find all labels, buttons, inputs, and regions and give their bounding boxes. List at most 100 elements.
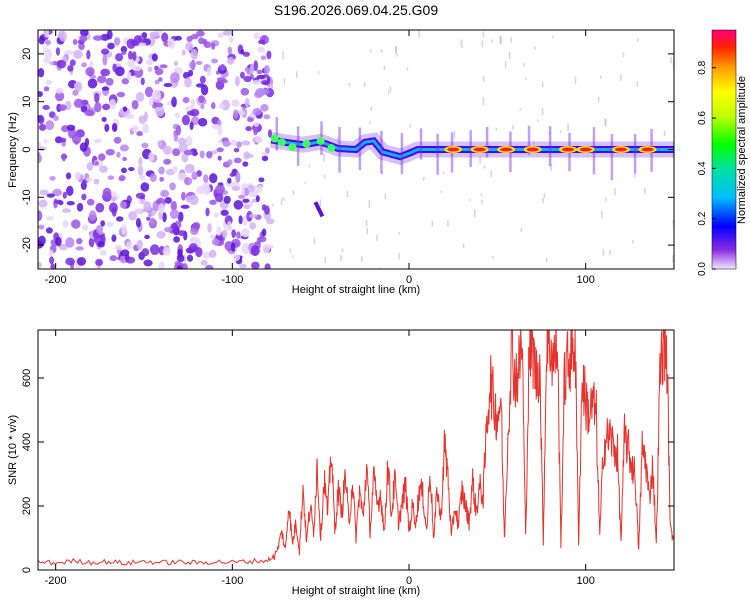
spectrogram-speckle [597,96,600,102]
spectrogram-blob-green [277,138,286,147]
spectrogram-noise-blob [268,83,274,90]
spectrogram-noise-blob [229,172,235,177]
spectrogram-noise-blob [254,135,262,143]
spectrogram-noise-blob [43,86,50,92]
spectrogram-noise-blob [184,77,192,88]
spectrogram-noise-blob [114,245,123,250]
spectrogram-noise-blob [211,42,216,50]
spectrogram-y-tick-label: -10 [21,189,33,205]
spectrogram-noise-blob [114,66,125,77]
spectrogram-noise-blob [249,222,257,230]
spectrogram-noise-blob [38,210,43,222]
spectrogram-streak [548,126,552,167]
spectrogram-noise-blob [88,210,97,221]
spectrogram-noise-blob [211,124,221,130]
spectrogram-speckle [368,200,371,208]
spectrogram-noise-blob [135,208,142,214]
spectrogram-noise-blob [170,222,178,234]
snr-y-label: SNR (10 * v/v) [7,415,19,485]
spectrogram-noise-blob [80,181,87,191]
spectrogram-peak [579,147,592,152]
spectrogram-noise-blob [222,30,233,36]
spectrogram-noise-blob [55,236,62,247]
spectrogram-noise-blob [239,263,248,269]
spectrogram-noise-blob [249,63,255,74]
snr-y-tick-label: 0 [21,567,33,573]
spectrogram-noise-blob [142,123,150,134]
colorbar-tick-label: 0.8 [697,60,708,74]
spectrogram-speckle [672,220,674,224]
spectrogram-noise-blob [158,203,165,214]
spectrogram-noise-blob [108,98,117,110]
spectrogram-noise-blob [67,65,74,72]
spectrogram-noise-blob [261,228,267,237]
spectrogram-noise-blob [198,95,205,104]
spectrogram-noise-blob [199,75,206,84]
spectrogram-noise-blob [181,114,190,126]
spectrogram-noise-blob [65,257,75,266]
spectrogram-noise-blob [113,136,122,144]
spectrogram-noise-blob [101,86,110,91]
spectrogram-streak [436,133,439,175]
spectrogram-noise-blob [116,151,121,158]
spectrogram-streak [275,117,278,151]
spectrogram-noise-blob [181,152,189,163]
spectrogram-noise-blob [180,204,190,209]
spectrogram-speckle [541,82,544,87]
spectrogram-peak [447,147,460,152]
spectrogram-noise-blob [217,32,224,39]
spectrogram-noise-blob [138,42,147,47]
spectrogram-noise-blob [38,153,42,164]
spectrogram-noise-blob [58,243,68,251]
colorbar-tick-label: 0.0 [697,262,708,276]
spectrogram-noise-blob [266,218,275,225]
spectrogram-noise-blob [253,121,259,127]
spectrogram-speckle [304,181,307,185]
spectrogram-noise-blob [200,104,205,110]
spectrogram-noise-blob [158,261,165,269]
spectrogram-noise-blob [80,105,88,113]
spectrogram-noise-blob [38,224,45,230]
spectrogram-speckle [340,254,342,262]
spectrogram-noise-blob [162,145,172,155]
spectrogram-noise-blob [149,217,155,226]
spectrogram-noise-blob [176,254,185,263]
spectrogram-speckle [543,192,546,199]
spectrogram-noise-blob [181,191,186,201]
spectrogram-noise-blob [227,159,233,166]
spectrogram-peak [526,147,539,152]
spectrogram-noise-blob [149,244,160,256]
spectrogram-noise-blob [211,238,220,246]
spectrogram-noise-blob [48,249,54,257]
spectrogram-noise-blob [132,51,137,62]
spectrogram-noise-blob [191,171,198,181]
spectrogram-speckle [672,255,674,264]
spectrogram-noise-blob [251,198,257,203]
spectrogram-speckle [447,220,449,227]
spectrogram-noise-blob [45,79,53,85]
spectrogram-noise-blob [54,90,65,102]
spectrogram-noise-blob [76,202,84,212]
spectrogram-streak [633,133,637,174]
spectrogram-speckle [283,78,286,85]
spectrogram-noise-blob [233,157,242,164]
spectrogram-speckle [296,71,298,78]
spectrogram-noise-blob [111,234,117,242]
spectrogram-speckle [567,123,569,131]
spectrogram-speckle [409,123,411,129]
spectrogram-speckle [483,165,486,169]
spectrogram-x-tick-label: 100 [576,274,594,286]
spectrogram-noise-blob [43,47,49,53]
spectrogram-speckle [317,71,320,74]
spectrogram-noise-blob [241,227,250,238]
spectrogram-noise-blob [255,195,260,203]
spectrogram-noise-blob [216,226,222,237]
spectrogram-noise-blob [260,80,270,86]
spectrogram-noise-blob [62,191,67,199]
colorbar-tick-label: 0.4 [697,161,708,175]
spectrogram-noise-blob [227,56,235,65]
spectrogram-speckle [398,252,401,260]
spectrogram-noise-blob [205,264,214,269]
spectrogram-streak [358,127,362,171]
spectrogram-noise-blob [158,166,165,175]
